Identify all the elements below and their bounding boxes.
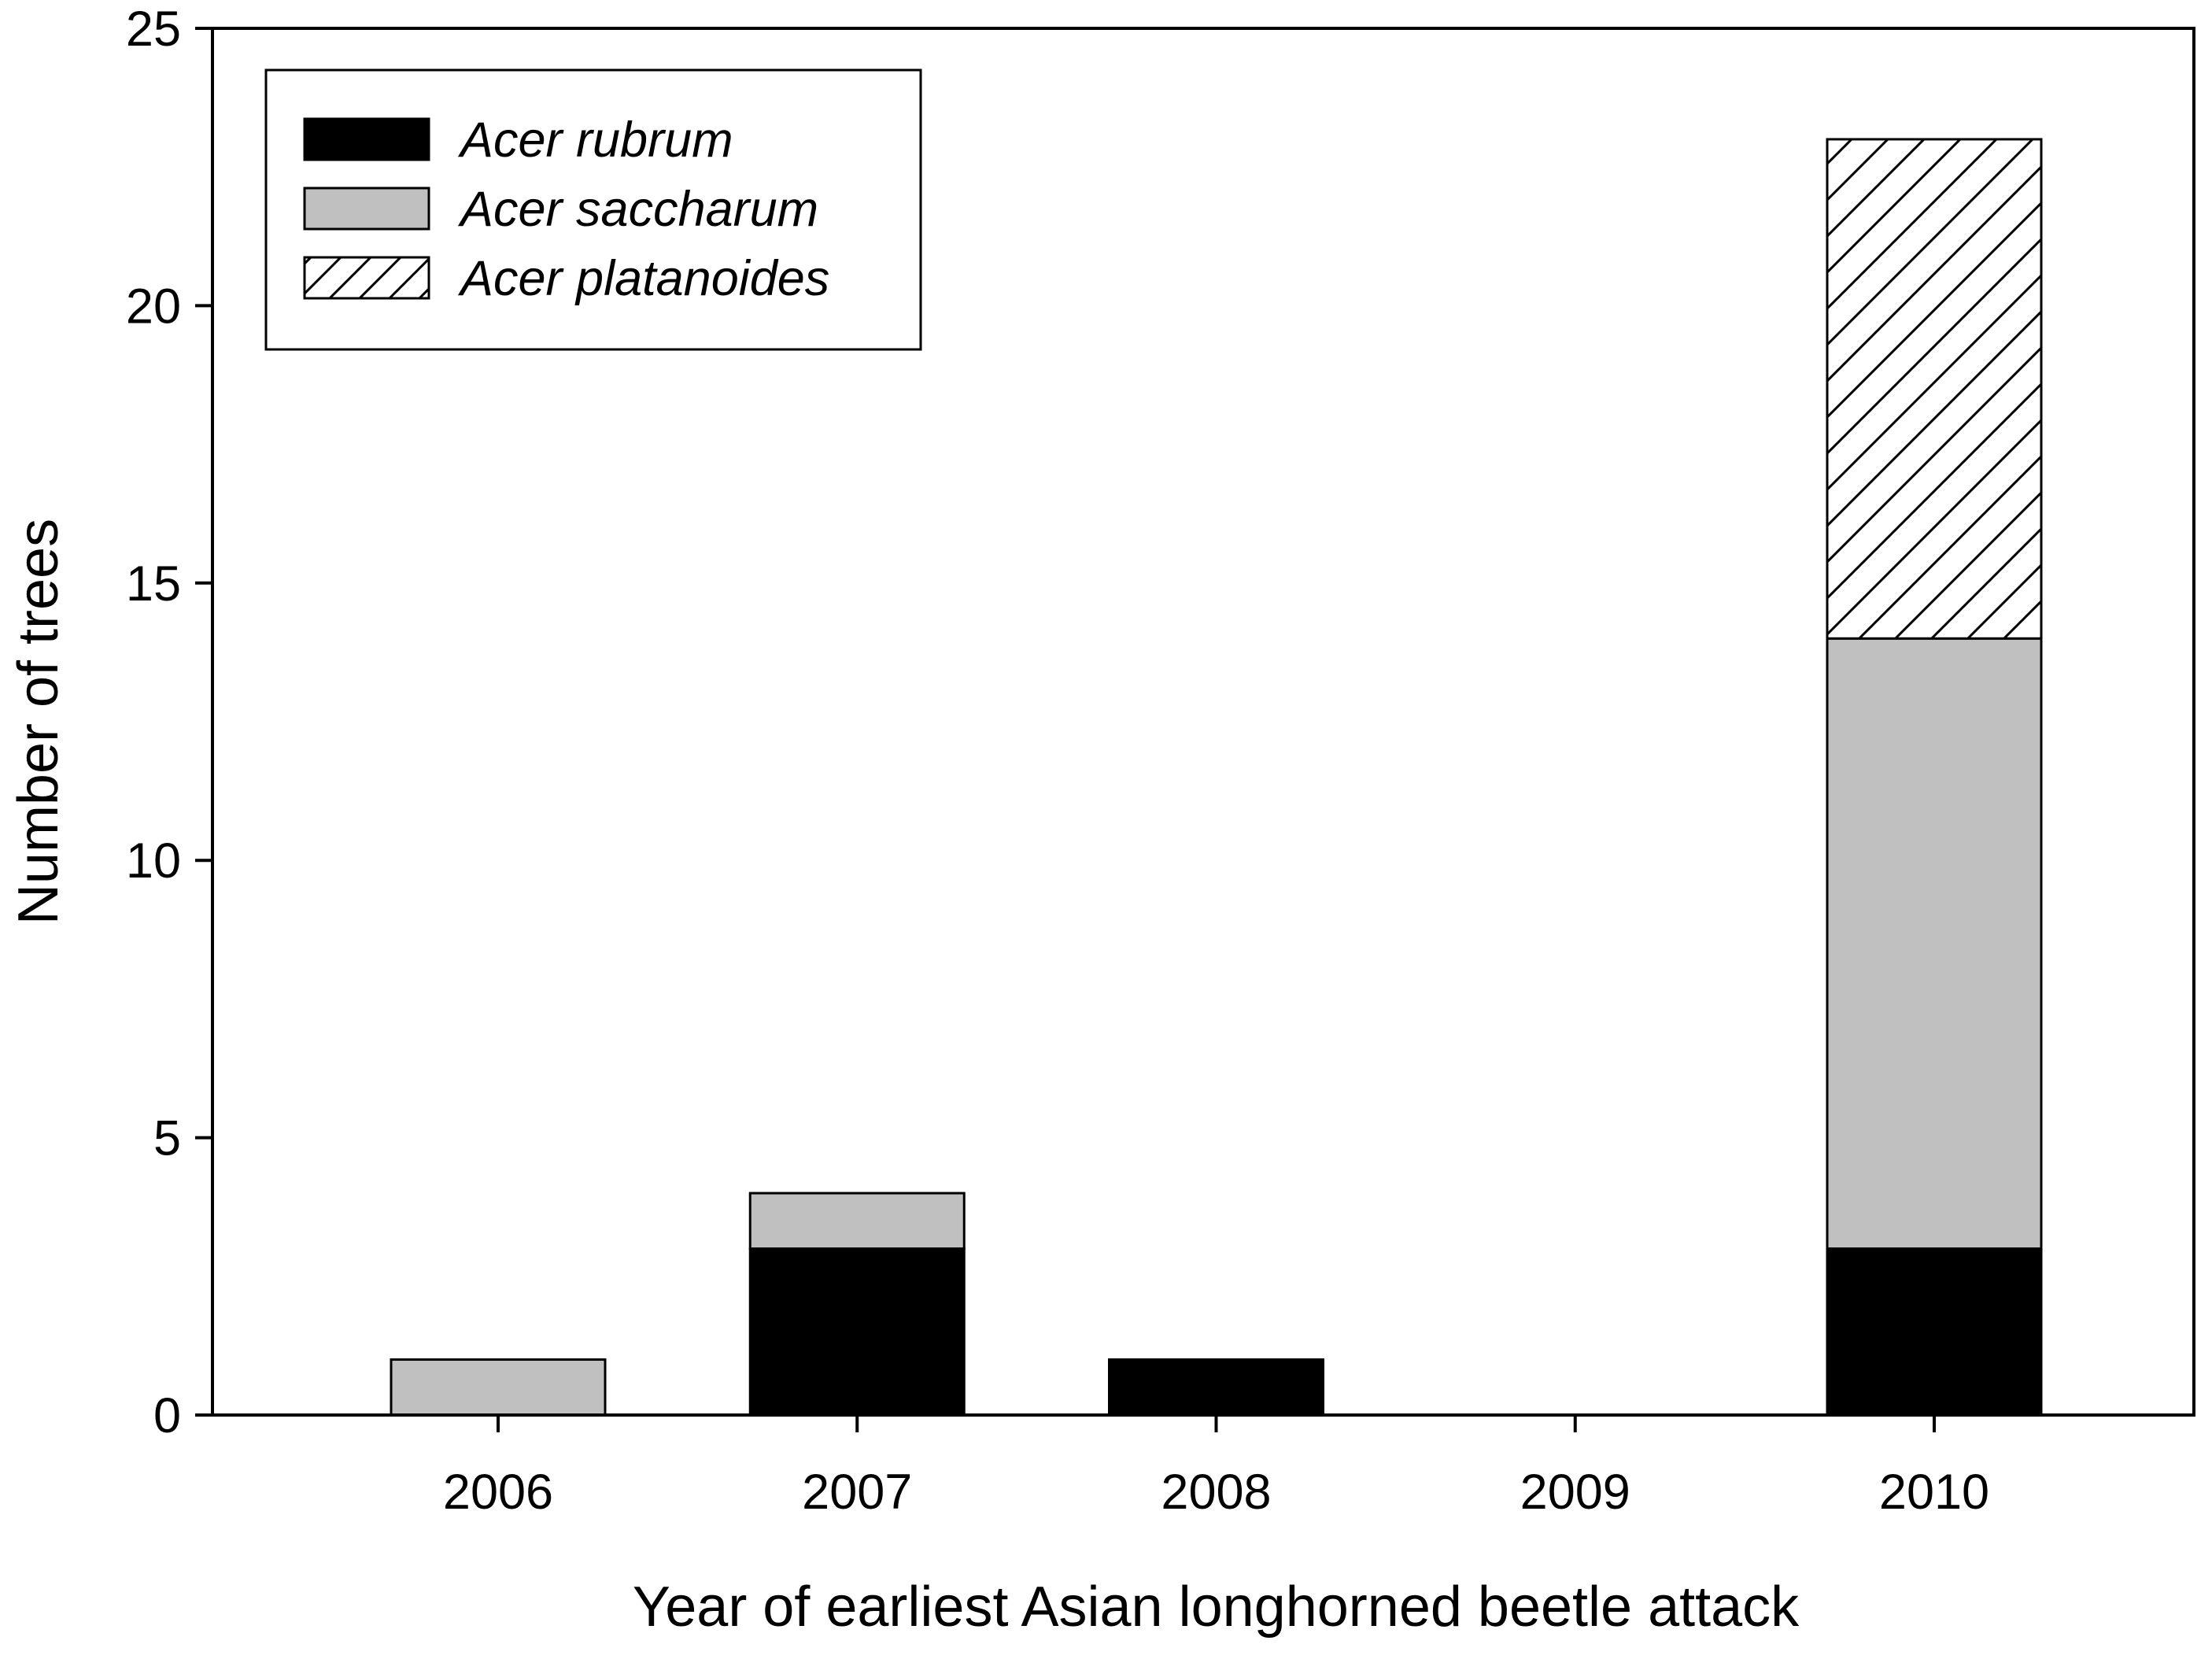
legend-items: Acer rubrum Acer saccharum Acer platanoide… (303, 113, 829, 306)
y-tick-label-0: 0 (153, 1388, 181, 1443)
bar-2006-acer-saccharum (390, 1358, 607, 1417)
x-tick-label-2007: 2007 (802, 1465, 912, 1520)
y-tick-label-15: 15 (126, 556, 181, 612)
x-tick-label-2006: 2006 (443, 1465, 553, 1520)
legend-label-acer-rubrum: Acer rubrum (457, 113, 733, 168)
legend-swatch-acer-platanoides (303, 256, 430, 300)
y-tick-label-20: 20 (126, 279, 181, 334)
bar-2010-acer-platanoides (1826, 138, 2043, 640)
y-tick-label-10: 10 (126, 833, 181, 889)
bars-layer (390, 138, 2043, 1417)
x-tick-label-2008: 2008 (1161, 1465, 1271, 1520)
legend-swatch-acer-rubrum (303, 117, 430, 161)
x-axis-label: Year of earliest Asian longhorned beetle… (633, 1576, 1800, 1639)
bar-2007-acer-saccharum (748, 1192, 966, 1251)
x-axis: 2006 2007 2008 2009 2010 (443, 1415, 1989, 1520)
bar-2007-acer-rubrum (748, 1247, 966, 1417)
x-tick-label-2009: 2009 (1520, 1465, 1630, 1520)
legend: Acer rubrum Acer saccharum Acer platanoide… (264, 68, 922, 351)
bar-2008-acer-rubrum (1108, 1358, 1324, 1417)
y-tick-label-25: 25 (126, 2, 181, 57)
y-axis-label: Number of trees (7, 519, 70, 925)
bar-2010-acer-rubrum (1826, 1247, 2043, 1417)
y-tick-label-5: 5 (153, 1111, 181, 1166)
x-tick-label-2010: 2010 (1879, 1465, 1989, 1520)
legend-label-acer-platanoides: Acer platanoides (457, 251, 829, 306)
y-axis: 0 5 10 15 20 25 (126, 2, 212, 1443)
bar-2010-acer-saccharum (1826, 637, 2043, 1251)
legend-swatch-acer-saccharum (303, 187, 430, 231)
legend-label-acer-saccharum: Acer saccharum (457, 182, 818, 237)
plot-frame (211, 27, 2195, 1417)
